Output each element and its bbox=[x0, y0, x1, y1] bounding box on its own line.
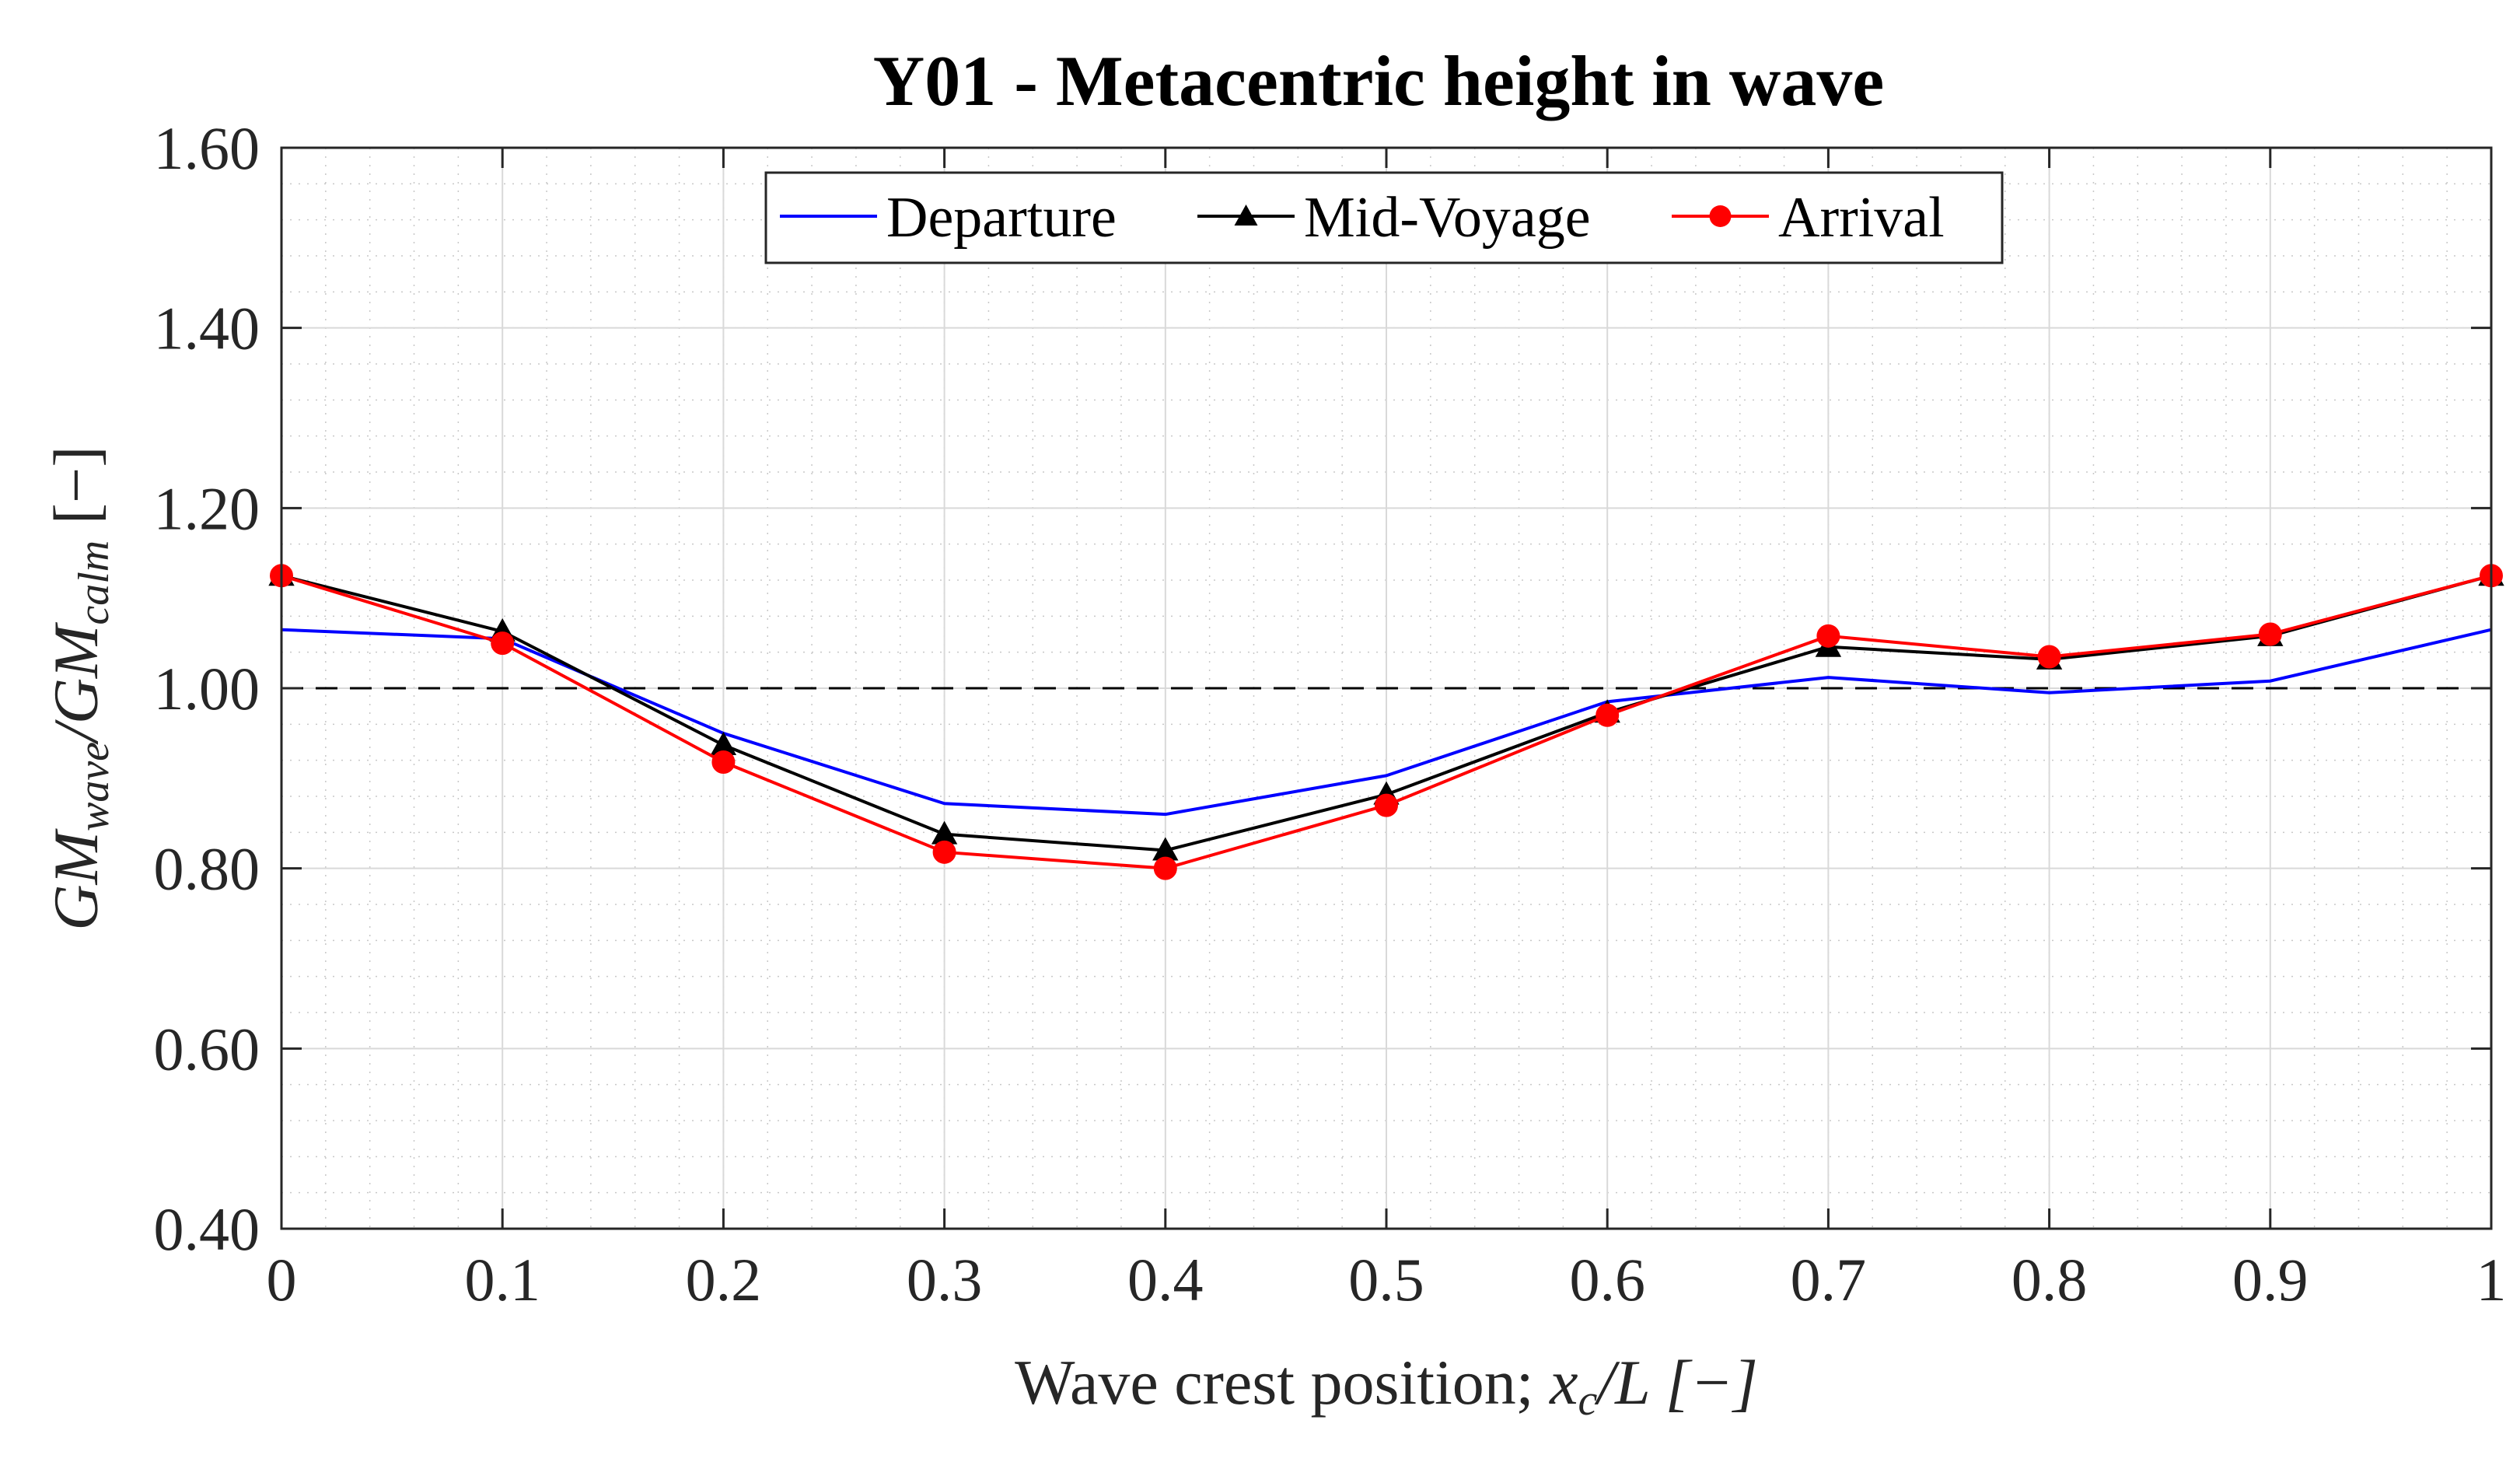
y-tick-label: 0.80 bbox=[154, 835, 260, 903]
x-tick-label: 0.6 bbox=[1569, 1246, 1645, 1313]
data-point-arrival bbox=[932, 840, 956, 864]
x-tick-label: 0.8 bbox=[2011, 1246, 2088, 1313]
data-point-arrival bbox=[1596, 703, 1620, 727]
y-tick-label: 0.40 bbox=[154, 1195, 260, 1263]
y-tick-label: 1.40 bbox=[154, 295, 260, 362]
x-tick-label: 0.5 bbox=[1348, 1246, 1424, 1313]
x-tick-label: 0.1 bbox=[464, 1246, 540, 1313]
x-tick-label: 0 bbox=[267, 1246, 297, 1313]
y-axis-label-slash-gm: /GM bbox=[40, 621, 111, 745]
y-tick-label: 0.60 bbox=[154, 1015, 260, 1083]
x-tick-label: 0.7 bbox=[1791, 1246, 1867, 1313]
tick-marks bbox=[280, 146, 2493, 1230]
legend-label-departure: Departure bbox=[886, 186, 1117, 250]
legend-box bbox=[764, 171, 2004, 264]
series-departure bbox=[281, 628, 2492, 817]
data-point-arrival bbox=[1153, 856, 1177, 880]
x-tick-label: 0.4 bbox=[1127, 1246, 1204, 1313]
y-tick-label: 1.00 bbox=[154, 655, 260, 722]
x-tick-label: 0.3 bbox=[907, 1246, 983, 1313]
data-point-arrival bbox=[1375, 793, 1398, 817]
legend-label-mid-voyage: Mid-Voyage bbox=[1304, 186, 1591, 250]
chart-title: Y01 - Metacentric height in wave bbox=[873, 41, 1884, 121]
legend-items: Departure Mid-Voyage Arrival bbox=[780, 186, 1945, 250]
legend-marker-arrival bbox=[1709, 205, 1732, 227]
legend-marker-mid-voyage bbox=[1234, 205, 1258, 226]
data-point-arrival bbox=[2258, 622, 2282, 646]
data-point-arrival bbox=[2037, 645, 2061, 669]
data-point-arrival bbox=[491, 631, 515, 656]
y-axis-label-sub-calm: calm bbox=[70, 540, 118, 625]
y-axis-label-sub-wave: wave bbox=[70, 742, 118, 831]
legend-item-arrival: Arrival bbox=[1672, 186, 1945, 250]
y-axis-label-suffix: [−] bbox=[40, 446, 111, 540]
legend-item-departure: Departure bbox=[780, 186, 1117, 250]
data-point-arrival bbox=[1816, 624, 1840, 648]
legend-label-arrival: Arrival bbox=[1778, 186, 1945, 250]
x-tick-label: 0.9 bbox=[2232, 1246, 2309, 1313]
x-axis-label-var: x bbox=[1549, 1347, 1578, 1418]
x-axis-label-suffix: /L [−] bbox=[1594, 1347, 1758, 1418]
x-tick-label: 1 bbox=[2476, 1246, 2507, 1313]
y-axis-label: GMwave/GMcalm [−] bbox=[40, 446, 118, 930]
y-tick-label: 1.20 bbox=[154, 474, 260, 542]
y-tick-labels: 0.40 0.60 0.80 1.00 1.20 1.40 1.60 bbox=[154, 114, 260, 1263]
x-tick-label: 0.2 bbox=[686, 1246, 762, 1313]
x-axis-label: Wave crest position; xc/L [−] bbox=[1015, 1347, 1758, 1425]
x-tick-labels: 0 0.1 0.2 0.3 0.4 0.5 0.6 0.7 0.8 0.9 1 bbox=[267, 1246, 2507, 1313]
series-arrival bbox=[270, 564, 2503, 880]
data-point-arrival bbox=[711, 750, 736, 774]
legend-item-mid-voyage: Mid-Voyage bbox=[1197, 186, 1591, 250]
series-line-departure bbox=[281, 628, 2492, 817]
x-axis-label-sub: c bbox=[1578, 1376, 1597, 1425]
x-axis-label-prefix: Wave crest position; bbox=[1015, 1347, 1550, 1418]
y-axis-label-gm: GM bbox=[40, 827, 111, 930]
y-tick-label: 1.60 bbox=[154, 114, 260, 182]
series-layer bbox=[268, 562, 2504, 880]
legend: Departure Mid-Voyage Arrival bbox=[764, 171, 2004, 264]
